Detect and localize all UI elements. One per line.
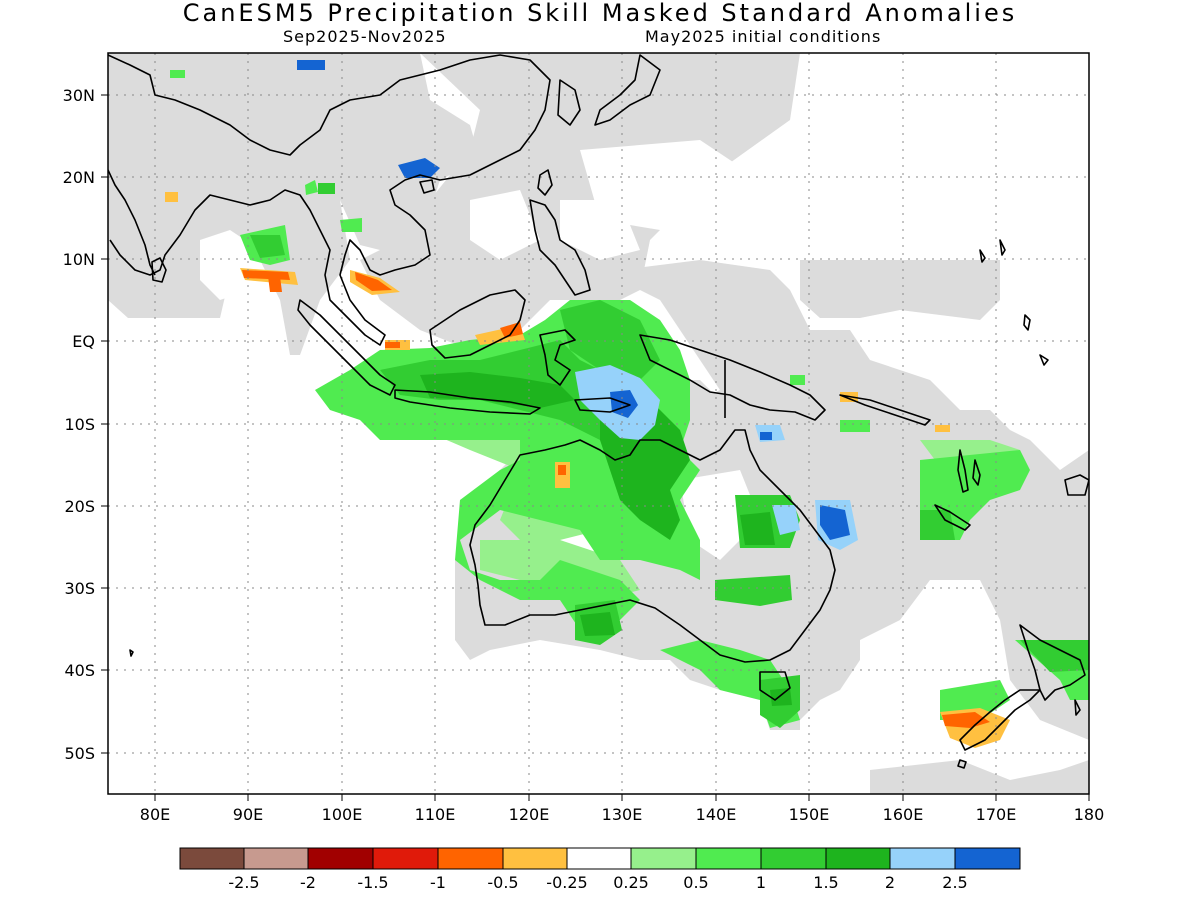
- legend-swatch-4: [372, 847, 439, 870]
- lat-label-10s: 10S: [64, 415, 95, 434]
- legend-label: 2: [885, 873, 895, 892]
- legend-label: 0.25: [613, 873, 649, 892]
- anomaly-above-2.5: [297, 60, 850, 540]
- legend-label: 0.5: [683, 873, 708, 892]
- legend-label: -0.25: [546, 873, 587, 892]
- legend-label: 1.5: [813, 873, 838, 892]
- lon-label-100e: 100E: [322, 805, 363, 824]
- axis-ticks: [101, 94, 1090, 801]
- legend-swatch-7: [566, 847, 632, 870]
- legend-swatch-5: [437, 847, 504, 870]
- legend-swatch-13: [954, 847, 1021, 870]
- lat-label-10n: 10N: [63, 250, 95, 269]
- coastlines: [108, 54, 1089, 769]
- legend-label: -2.5: [228, 873, 259, 892]
- legend-swatch-1: [179, 847, 245, 870]
- legend-swatch-10: [760, 847, 827, 870]
- legend-label: -2: [300, 873, 316, 892]
- legend-swatch-2: [243, 847, 309, 870]
- color-legend: [179, 847, 1021, 870]
- lon-label-110e: 110E: [415, 805, 456, 824]
- legend-swatch-6: [502, 847, 568, 870]
- lat-label-20s: 20S: [64, 497, 95, 516]
- lat-label-50s: 50S: [64, 744, 95, 763]
- lon-label-120e: 120E: [509, 805, 550, 824]
- legend-label: -0.5: [487, 873, 518, 892]
- lon-label-90e: 90E: [233, 805, 263, 824]
- lon-label-180: 180: [1074, 805, 1105, 824]
- lat-label-20n: 20N: [63, 168, 95, 187]
- lat-label-30n: 30N: [63, 86, 95, 105]
- lon-label-130e: 130E: [602, 805, 643, 824]
- legend-label: 1: [756, 873, 766, 892]
- longitude-labels: 80E 90E 100E 110E 120E 130E 140E 150E 16…: [140, 805, 1105, 824]
- lat-label-eq: EQ: [72, 332, 95, 351]
- initial-conditions: May2025 initial conditions: [645, 27, 882, 46]
- lon-label-140e: 140E: [696, 805, 737, 824]
- lon-label-170e: 170E: [976, 805, 1017, 824]
- lat-label-40s: 40S: [64, 661, 95, 680]
- legend-swatch-9: [695, 847, 762, 870]
- legend-label: -1: [430, 873, 446, 892]
- legend-label: 2.5: [942, 873, 967, 892]
- legend-labels: -2.5 -2 -1.5 -1 -0.5 -0.25 0.25 0.5 1 1.…: [228, 873, 967, 892]
- latitude-labels: 30N 20N 10N EQ 10S 20S 30S 40S 50S: [63, 86, 95, 763]
- forecast-period: Sep2025-Nov2025: [283, 27, 447, 46]
- lon-label-150e: 150E: [789, 805, 830, 824]
- legend-swatch-8: [630, 847, 697, 870]
- map-title: CanESM5 Precipitation Skill Masked Stand…: [182, 0, 1018, 27]
- lat-label-30s: 30S: [64, 579, 95, 598]
- legend-swatch-12: [889, 847, 956, 870]
- legend-label: -1.5: [357, 873, 388, 892]
- lon-label-80e: 80E: [140, 805, 170, 824]
- legend-swatch-3: [307, 847, 374, 870]
- legend-swatch-11: [825, 847, 891, 870]
- lon-label-160e: 160E: [883, 805, 924, 824]
